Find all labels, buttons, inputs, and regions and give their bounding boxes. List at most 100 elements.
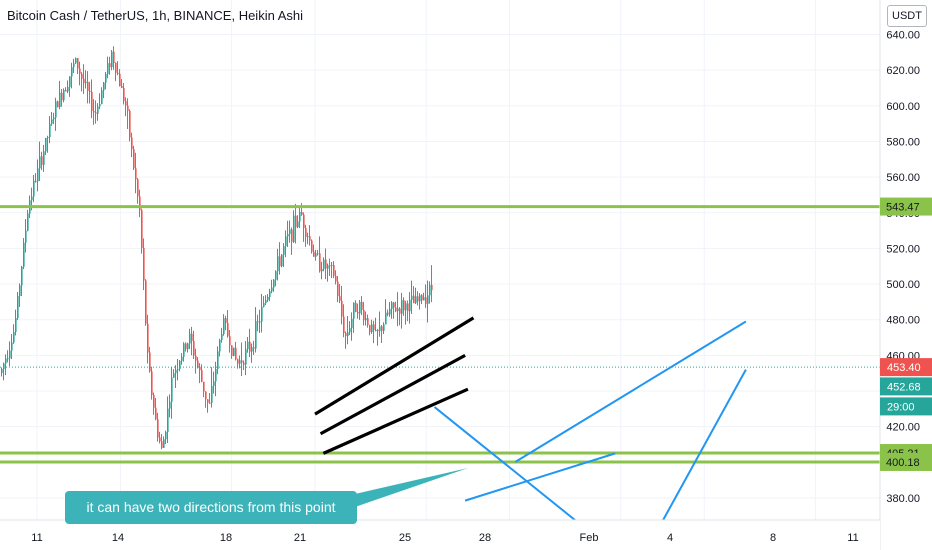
candle-body [181, 356, 183, 361]
candle-body [257, 321, 259, 323]
candle-body [43, 151, 45, 165]
candle-body [299, 212, 301, 222]
candle-body [417, 296, 419, 302]
candle-body [431, 284, 433, 291]
candle-body [125, 101, 127, 106]
candle-body [49, 123, 51, 138]
candle-body [57, 101, 59, 108]
currency-button[interactable]: USDT [887, 5, 927, 27]
candle-body [229, 336, 231, 346]
candle-body [13, 332, 15, 343]
candle-body [7, 358, 9, 360]
annotation-callout[interactable]: it can have two directions from this poi… [65, 491, 357, 524]
candle-body [69, 76, 71, 87]
candle-body [109, 63, 111, 68]
candle-body [147, 323, 149, 353]
candle-body [407, 303, 409, 312]
candle-body [127, 105, 129, 111]
x-tick-label: 25 [399, 532, 411, 544]
candle-body [25, 230, 27, 243]
candle-body [393, 302, 395, 308]
candle-body [97, 106, 99, 114]
candle-body [259, 321, 261, 323]
channel-line[interactable] [314, 316, 475, 416]
candle-body [351, 318, 353, 329]
projection-line[interactable] [464, 452, 616, 502]
candle-body [291, 229, 293, 242]
candle-body [389, 308, 391, 315]
candle-body [365, 318, 367, 321]
candle-body [255, 321, 257, 349]
candle-body [221, 334, 223, 340]
candle-body [343, 316, 345, 334]
candle-body [409, 299, 411, 312]
candle-body [113, 51, 115, 63]
candle-body [101, 90, 103, 105]
candle-body [95, 112, 97, 114]
candle-body [371, 324, 373, 333]
channel-line[interactable] [322, 387, 469, 455]
candle-body [79, 68, 81, 74]
candle-body [423, 297, 425, 301]
candle-body [153, 394, 155, 408]
y-tick-label: 480.00 [886, 315, 920, 327]
candle-body [313, 251, 315, 257]
candle-body [269, 291, 271, 297]
candle-body [405, 303, 407, 311]
candle-body [295, 215, 297, 228]
candle-body [403, 300, 405, 311]
candle-body [231, 345, 233, 356]
candle-body [161, 441, 163, 448]
candle-body [359, 301, 361, 314]
x-tick-label: 11 [31, 532, 42, 544]
candle-body [61, 92, 63, 101]
candle-body [99, 104, 101, 107]
x-tick-label: 4 [667, 532, 673, 544]
y-tick-label: 560.00 [886, 172, 920, 184]
channel-line[interactable] [319, 353, 466, 436]
candle-body [145, 280, 147, 324]
candle-body [323, 259, 325, 269]
candle-body [317, 253, 319, 255]
level-price-label: 543.47 [886, 202, 920, 214]
candle-body [75, 58, 77, 64]
candle-body [41, 156, 43, 165]
candle-body [35, 180, 37, 182]
time-axis[interactable] [0, 520, 880, 550]
candle-body [207, 399, 209, 403]
candle-body [227, 323, 229, 337]
projection-line[interactable] [661, 369, 747, 522]
candle-body [121, 86, 123, 88]
price-tag [880, 377, 932, 396]
candle-body [31, 196, 33, 201]
candle-body [19, 285, 21, 296]
candle-body [281, 254, 283, 267]
candle-body [77, 58, 79, 69]
candle-body [357, 311, 359, 314]
candle-body [27, 213, 29, 231]
candle-body [325, 259, 327, 269]
candle-body [225, 318, 227, 324]
candle-body [427, 295, 429, 304]
candle-body [135, 168, 137, 180]
candle-body [17, 295, 19, 319]
candle-body [223, 318, 225, 335]
x-tick-label: 18 [220, 532, 232, 544]
candle-body [331, 265, 333, 267]
candle-body [219, 339, 221, 352]
projection-line[interactable] [514, 320, 747, 463]
candle-body [143, 248, 145, 281]
candle-body [265, 300, 267, 304]
candle-body [187, 343, 189, 350]
candle-body [347, 332, 349, 336]
y-tick-label: 380.00 [886, 493, 920, 505]
candle-body [3, 363, 5, 370]
candle-body [279, 256, 281, 267]
y-tick-label: 420.00 [886, 422, 920, 434]
candle-body [237, 359, 239, 364]
candle-body [117, 72, 119, 74]
candle-body [119, 73, 121, 87]
projection-line[interactable] [433, 406, 577, 522]
candle-body [421, 295, 423, 301]
